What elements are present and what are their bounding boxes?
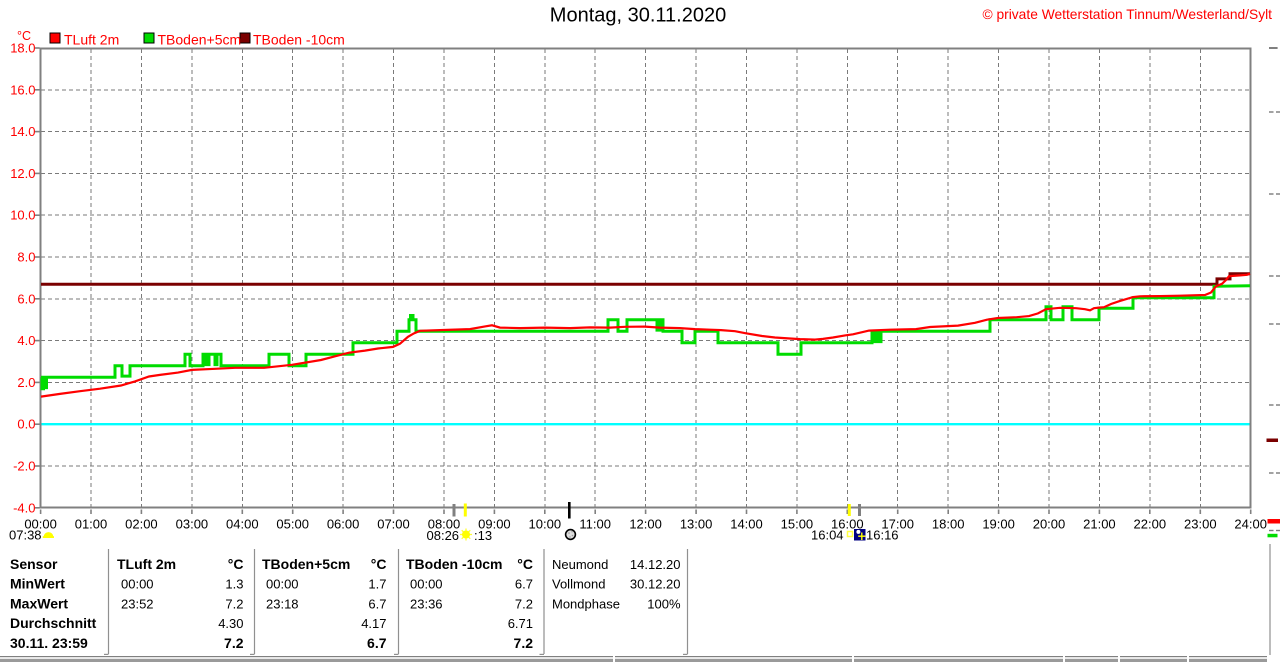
svg-text:Montag, 30.11.2020: Montag, 30.11.2020 <box>550 5 726 27</box>
svg-text:°C: °C <box>228 556 244 572</box>
svg-text:100%: 100% <box>647 596 681 611</box>
svg-text:30.12.20: 30.12.20 <box>630 577 681 592</box>
svg-text:16.0: 16.0 <box>10 82 35 97</box>
svg-text:01:00: 01:00 <box>75 517 108 532</box>
svg-text:6.7: 6.7 <box>367 635 387 651</box>
svg-text:09:00: 09:00 <box>478 517 511 532</box>
svg-text:°C: °C <box>517 556 533 572</box>
svg-text::13: :13 <box>474 528 492 543</box>
svg-text:00:00: 00:00 <box>266 577 299 592</box>
svg-text:Neumond: Neumond <box>552 557 608 572</box>
svg-text:17:00: 17:00 <box>881 517 914 532</box>
svg-text:TLuft 2m: TLuft 2m <box>117 556 176 572</box>
svg-text:16:04: 16:04 <box>811 528 844 543</box>
svg-text:23:18: 23:18 <box>266 596 299 611</box>
svg-text:TBoden+5cm: TBoden+5cm <box>158 32 242 48</box>
svg-text:23:00: 23:00 <box>1184 517 1217 532</box>
svg-text:4.0: 4.0 <box>17 333 35 348</box>
svg-text:12.0: 12.0 <box>10 166 35 181</box>
svg-text:07:38: 07:38 <box>9 528 42 543</box>
svg-text:MaxWert: MaxWert <box>10 595 68 611</box>
svg-text:11:00: 11:00 <box>579 517 611 532</box>
svg-text:24:00: 24:00 <box>1234 517 1267 532</box>
svg-text:20:00: 20:00 <box>1033 517 1066 532</box>
svg-text:6.0: 6.0 <box>17 291 35 306</box>
svg-text:1.3: 1.3 <box>225 577 243 592</box>
svg-text:4.30: 4.30 <box>218 616 243 631</box>
svg-text:16:16: 16:16 <box>866 528 899 543</box>
svg-text:18:00: 18:00 <box>932 517 965 532</box>
svg-text:08:00: 08:00 <box>428 517 461 532</box>
svg-text:15:00: 15:00 <box>781 517 814 532</box>
svg-text:MinWert: MinWert <box>10 576 65 592</box>
svg-text:4.17: 4.17 <box>361 616 386 631</box>
svg-text:-2.0: -2.0 <box>13 459 35 474</box>
svg-text:08:26: 08:26 <box>427 528 460 543</box>
svg-text:6.7: 6.7 <box>515 577 533 592</box>
svg-text:07:00: 07:00 <box>377 517 410 532</box>
svg-text:2.0: 2.0 <box>17 375 35 390</box>
svg-text:TBoden+5cm: TBoden+5cm <box>262 556 350 572</box>
svg-text:1.7: 1.7 <box>368 577 386 592</box>
svg-text:6.7: 6.7 <box>368 596 386 611</box>
svg-text:10:00: 10:00 <box>529 517 562 532</box>
svg-text:°C: °C <box>371 556 387 572</box>
svg-text:7.2: 7.2 <box>225 596 243 611</box>
svg-text:30.11. 23:59: 30.11. 23:59 <box>10 635 88 651</box>
svg-text:8.0: 8.0 <box>17 250 35 265</box>
svg-text:°C: °C <box>17 29 31 43</box>
svg-text:10.0: 10.0 <box>10 208 35 223</box>
svg-text:22:00: 22:00 <box>1134 517 1167 532</box>
svg-text:Vollmond: Vollmond <box>552 577 605 592</box>
svg-text:03:00: 03:00 <box>176 517 209 532</box>
svg-text:0.0: 0.0 <box>17 417 35 432</box>
svg-text:00:00: 00:00 <box>410 577 443 592</box>
svg-text:Durchschnitt: Durchschnitt <box>10 615 97 631</box>
svg-text:-4.0: -4.0 <box>13 500 35 515</box>
svg-text:16:00: 16:00 <box>831 517 864 532</box>
svg-text:21:00: 21:00 <box>1083 517 1116 532</box>
svg-text:7.2: 7.2 <box>224 635 244 651</box>
svg-text:23:52: 23:52 <box>121 596 154 611</box>
svg-text:05:00: 05:00 <box>276 517 309 532</box>
svg-text:TLuft 2m: TLuft 2m <box>64 32 119 48</box>
svg-text:00:00: 00:00 <box>24 517 57 532</box>
svg-text:04:00: 04:00 <box>226 517 259 532</box>
svg-text:06:00: 06:00 <box>327 517 360 532</box>
svg-text:14.0: 14.0 <box>10 124 35 139</box>
svg-text:19:00: 19:00 <box>982 517 1015 532</box>
svg-text:18.0: 18.0 <box>10 41 35 56</box>
svg-text:13:00: 13:00 <box>680 517 713 532</box>
svg-text:6.71: 6.71 <box>508 616 533 631</box>
svg-text:12:00: 12:00 <box>629 517 662 532</box>
svg-text:7.2: 7.2 <box>514 635 534 651</box>
svg-text:02:00: 02:00 <box>125 517 158 532</box>
svg-text:TBoden -10cm: TBoden -10cm <box>253 32 345 48</box>
svg-text:TBoden -10cm: TBoden -10cm <box>406 556 502 572</box>
svg-text:00:00: 00:00 <box>121 577 154 592</box>
svg-text:14.12.20: 14.12.20 <box>630 557 681 572</box>
svg-text:Sensor: Sensor <box>10 556 58 572</box>
svg-text:Mondphase: Mondphase <box>552 596 620 611</box>
svg-text:7.2: 7.2 <box>515 596 533 611</box>
svg-text:14:00: 14:00 <box>730 517 763 532</box>
svg-text:23:36: 23:36 <box>410 596 443 611</box>
svg-text:© private Wetterstation Tinnum: © private Wetterstation Tinnum/Westerlan… <box>982 7 1272 22</box>
